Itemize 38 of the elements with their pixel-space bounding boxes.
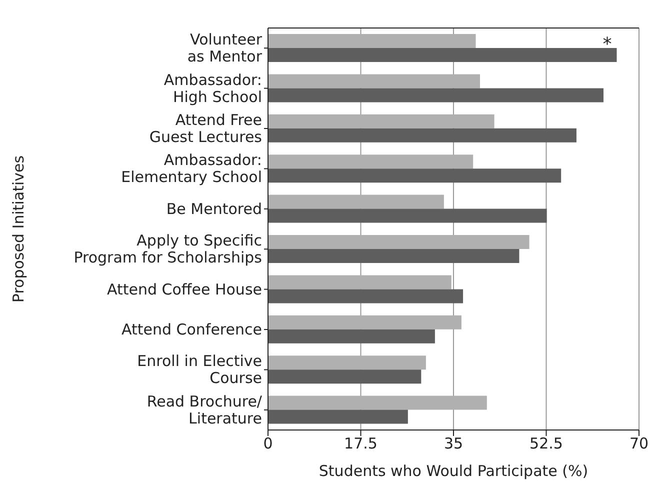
bar	[268, 249, 520, 263]
bar	[268, 315, 462, 330]
x-tick-label: 0	[263, 434, 273, 453]
y-axis-title: Proposed Initiatives	[9, 155, 28, 303]
bar	[268, 208, 547, 223]
y-tick-label: Attend Conference	[121, 320, 262, 338]
annotation: *	[602, 34, 612, 55]
bar	[268, 114, 494, 128]
bar	[268, 235, 530, 249]
x-tick-label: 52.5	[530, 434, 563, 453]
bar	[268, 194, 444, 209]
x-axis-title: Students who Would Participate (%)	[318, 462, 588, 480]
y-tick-label: Apply to Specific Program for Scholarships	[74, 232, 262, 267]
bar	[268, 154, 474, 169]
y-tick-label: Attend Free Guest Lectures	[149, 111, 262, 146]
bar	[268, 34, 476, 48]
y-tick-label: Ambassador: Elementary School	[121, 151, 262, 186]
x-tick-label: 70	[629, 434, 649, 453]
bar	[268, 396, 487, 410]
bar	[268, 356, 426, 370]
y-tick-label: Enroll in Elective Course	[137, 352, 262, 388]
y-tick-label: Read Brochure/ Literature	[146, 392, 263, 428]
y-tick-label: Attend Coffee House	[106, 280, 262, 298]
x-tick-label: 35	[444, 434, 464, 453]
bar	[268, 289, 464, 304]
y-tick-label: Be Mentored	[166, 200, 262, 218]
bar	[268, 74, 480, 88]
bar	[268, 329, 435, 344]
bar	[268, 410, 408, 424]
bar	[268, 275, 452, 290]
bar	[268, 168, 562, 183]
y-tick-label: Volunteer as Mentor	[187, 30, 263, 66]
bar	[268, 48, 617, 62]
x-tick-label: 17.5	[344, 434, 378, 453]
bar	[268, 128, 576, 142]
y-tick-label: Ambassador: High School	[164, 70, 262, 106]
bar	[268, 88, 604, 102]
bar	[268, 370, 422, 384]
